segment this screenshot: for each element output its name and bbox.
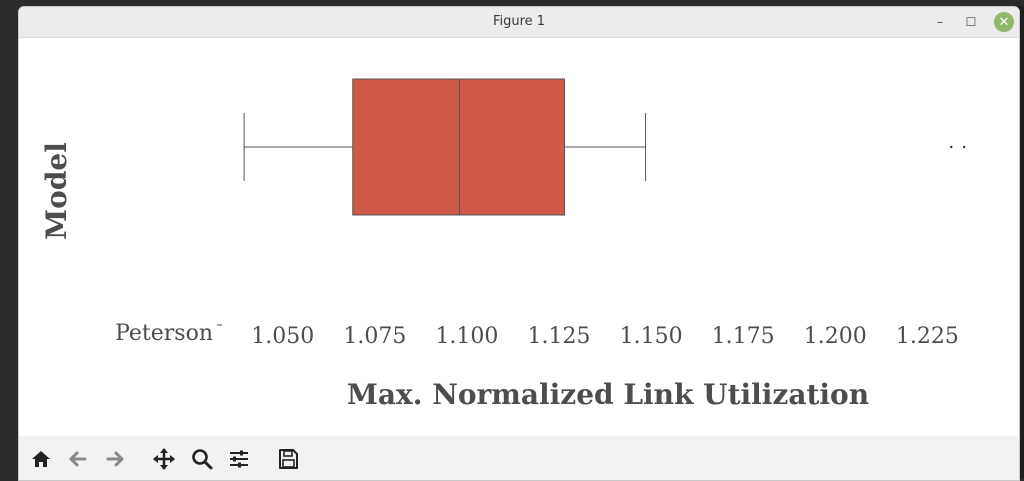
maximize-icon: ☐ — [966, 15, 977, 29]
navigation-toolbar — [19, 436, 1019, 480]
x-axis-label: Max. Normalized Link Utilization — [347, 378, 869, 411]
back-arrow-icon — [67, 449, 89, 469]
home-icon — [30, 449, 52, 469]
pan-icon — [152, 447, 176, 471]
y-axis-label: Model — [40, 142, 73, 240]
back-button[interactable] — [66, 448, 90, 470]
figure-canvas: 1.050 1.075 1.100 1.125 1.150 1.175 1.200 1.225… — [19, 38, 1019, 436]
title-bar: Figure 1 – ☐ ✕ — [19, 7, 1019, 38]
configure-subplots-button[interactable] — [227, 448, 251, 470]
x-tick-label: 1.050 — [251, 324, 314, 349]
window-title: Figure 1 — [19, 14, 1019, 29]
maximize-button[interactable]: ☐ — [961, 12, 981, 32]
close-button[interactable]: ✕ — [994, 12, 1014, 32]
x-tick-label: 1.225 — [896, 324, 959, 349]
box-iqr — [353, 79, 565, 215]
save-button[interactable] — [276, 448, 300, 470]
outlier-point — [963, 146, 965, 148]
pan-button[interactable] — [152, 448, 176, 470]
outlier-point — [950, 146, 952, 148]
x-tick-label: 1.125 — [528, 324, 591, 349]
x-tick-label: 1.175 — [712, 324, 775, 349]
configure-subplots-icon — [228, 448, 250, 470]
x-tick-label: 1.075 — [343, 324, 406, 349]
x-tick-label: 1.100 — [435, 324, 498, 349]
minimize-icon: – — [937, 15, 943, 29]
box-plot-chart: 1.050 1.075 1.100 1.125 1.150 1.175 1.200 1.225… — [19, 38, 1019, 436]
y-category-label: Peterson — [115, 321, 213, 346]
figure-window: Figure 1 – ☐ ✕ 1.050 1.075 1.100 1.125 1.150… — [18, 6, 1020, 481]
close-icon: ✕ — [999, 15, 1010, 30]
forward-button[interactable] — [103, 448, 127, 470]
save-icon — [277, 448, 299, 470]
zoom-icon — [191, 448, 213, 470]
x-tick-label: 1.150 — [620, 324, 683, 349]
home-button[interactable] — [29, 448, 53, 470]
x-tick-label: 1.200 — [804, 324, 867, 349]
minimize-button[interactable]: – — [930, 12, 950, 32]
forward-arrow-icon — [104, 449, 126, 469]
zoom-button[interactable] — [190, 448, 214, 470]
